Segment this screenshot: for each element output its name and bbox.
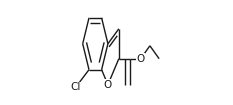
Text: Cl: Cl	[70, 82, 80, 92]
Text: O: O	[104, 80, 112, 90]
Text: O: O	[137, 54, 145, 64]
